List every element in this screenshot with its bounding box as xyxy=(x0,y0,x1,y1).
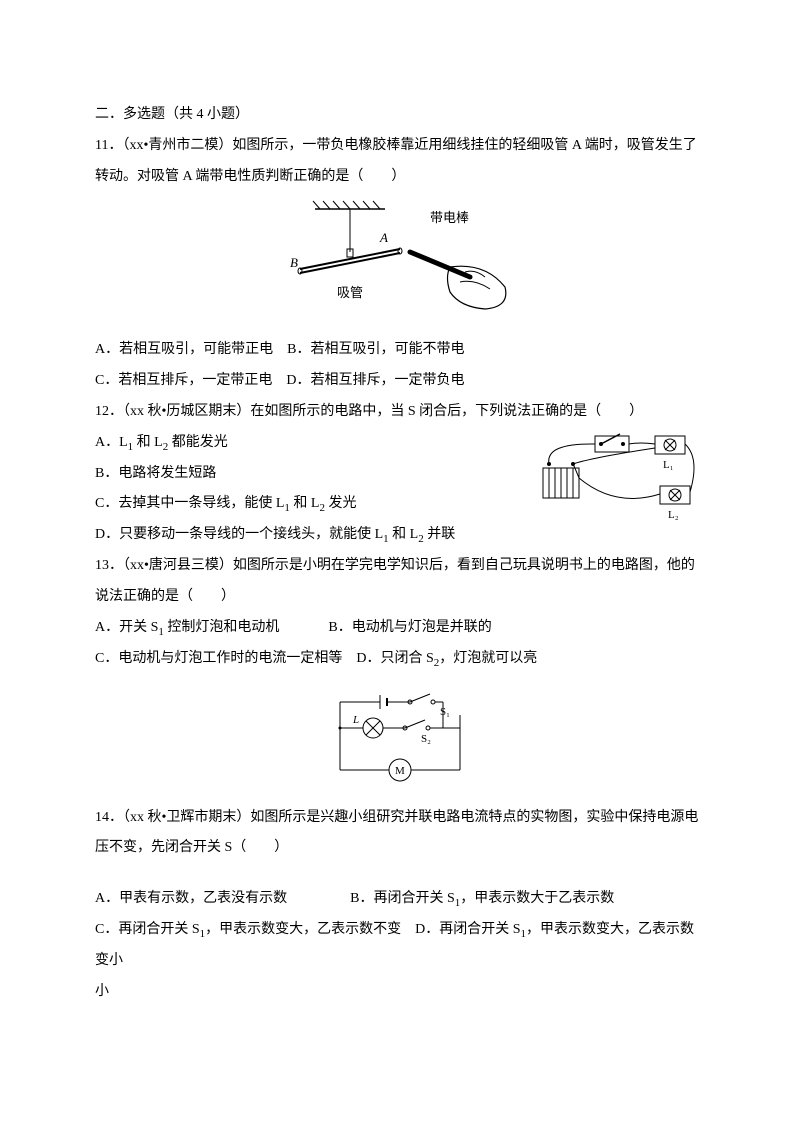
q11-optC: C．若相互排斥，一定带正电 xyxy=(95,373,272,388)
q14-options-row2: C．再闭合开关 S1，甲表示数变大，乙表示数不变 D．再闭合开关 S1，甲表示数… xyxy=(95,915,705,977)
section-heading: 二．多选题（共 4 小题） xyxy=(95,100,705,131)
q13-optB: B．电动机与灯泡是并联的 xyxy=(328,620,491,635)
q11-stem: 11．（xx•青州市二模）如图所示，一带负电橡胶棒靠近用细线挂住的轻细吸管 A … xyxy=(95,131,705,193)
q13-optC: C．电动机与灯泡工作时的电流一定相等 xyxy=(95,651,342,666)
q13-fig-S2: S₂ xyxy=(421,733,431,745)
q14-optC: C．再闭合开关 S1，甲表示数变大，乙表示数不变 xyxy=(95,922,401,937)
q14-optD-cont: 小 xyxy=(95,977,705,1008)
q11-label-A: A xyxy=(379,230,388,245)
q12-figure: L₁ L₂ xyxy=(535,428,705,541)
q14-optA: A．甲表有示数，乙表没有示数 xyxy=(95,891,287,906)
q13-optA: A．开关 S1 控制灯泡和电动机 xyxy=(95,620,279,635)
q11-label-straw: 吸管 xyxy=(337,285,363,300)
q11-figure: B A 吸管 带电棒 xyxy=(95,197,705,330)
q11-optB: B．若相互吸引，可能不带电 xyxy=(287,342,464,357)
page: 二．多选题（共 4 小题） 11．（xx•青州市二模）如图所示，一带负电橡胶棒靠… xyxy=(0,0,800,1132)
q11-label-B: B xyxy=(290,255,298,270)
q13-fig-M: M xyxy=(395,765,405,777)
q13-figure: S₁ L S₂ M xyxy=(95,690,705,798)
q13-options-row1: A．开关 S1 控制灯泡和电动机 B．电动机与灯泡是并联的 xyxy=(95,613,705,644)
q13-stem: 13．（xx•唐河县三模）如图所示是小明在学完电学知识后，看到自己玩具说明书上的… xyxy=(95,551,705,613)
spacer xyxy=(95,864,705,884)
q13-fig-L: L xyxy=(352,714,359,726)
q14-optB: B．再闭合开关 S1，甲表示数大于乙表示数 xyxy=(350,891,614,906)
q11-optA: A．若相互吸引，可能带正电 xyxy=(95,342,273,357)
q11-optD: D．若相互排斥，一定带负电 xyxy=(286,373,464,388)
q12-fig-L1: L₁ xyxy=(663,459,674,471)
q11-options-row1: A．若相互吸引，可能带正电 B．若相互吸引，可能不带电 xyxy=(95,335,705,366)
q11-label-rod: 带电棒 xyxy=(430,210,469,225)
q12-fig-L2: L₂ xyxy=(668,509,679,521)
q12-stem: 12．（xx 秋•历城区期末）在如图所示的电路中，当 S 闭合后，下列说法正确的… xyxy=(95,397,705,428)
q11-options-row2: C．若相互排斥，一定带正电 D．若相互排斥，一定带负电 xyxy=(95,366,705,397)
q13-options-row2: C．电动机与灯泡工作时的电流一定相等 D．只闭合 S2，灯泡就可以亮 xyxy=(95,644,705,675)
q13-fig-S1: S₁ xyxy=(440,706,450,718)
q13-optD: D．只闭合 S2，灯泡就可以亮 xyxy=(356,651,537,666)
q14-options-row1: A．甲表有示数，乙表没有示数 B．再闭合开关 S1，甲表示数大于乙表示数 xyxy=(95,884,705,915)
q14-stem: 14．（xx 秋•卫辉市期末）如图所示是兴趣小组研究并联电路电流特点的实物图，实… xyxy=(95,803,705,865)
